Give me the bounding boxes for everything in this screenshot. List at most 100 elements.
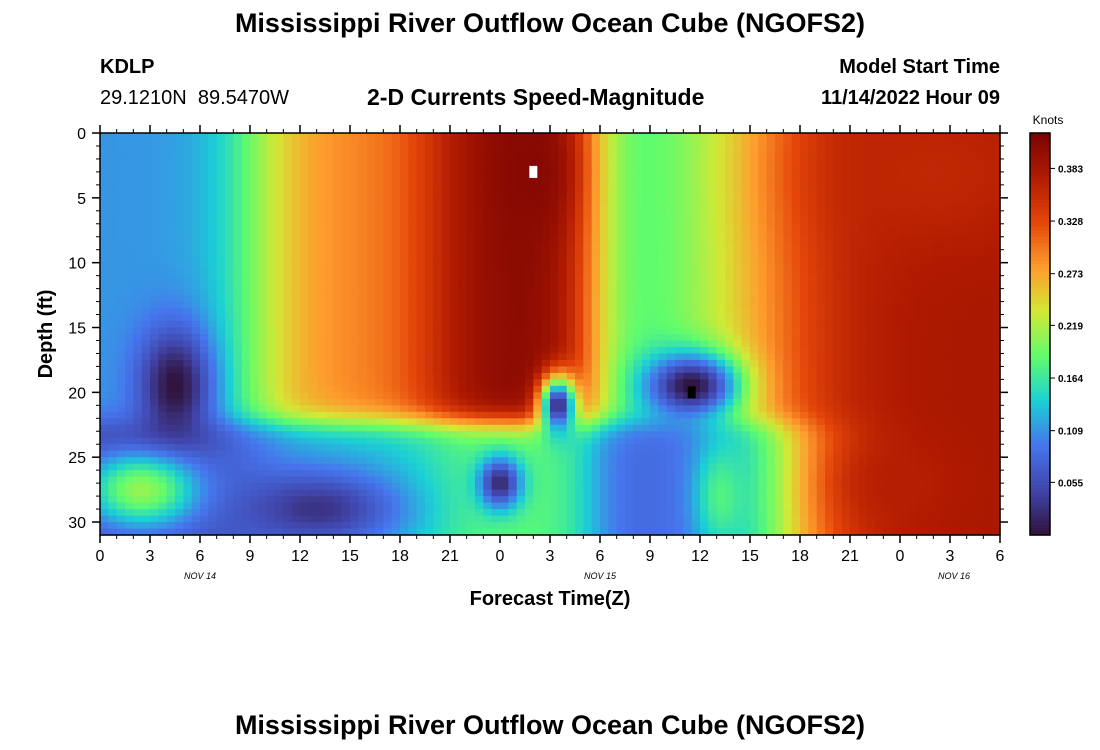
heatmap-cell bbox=[100, 158, 109, 167]
heatmap-cell bbox=[166, 327, 176, 335]
heatmap-cell bbox=[450, 178, 459, 186]
heatmap-cell bbox=[716, 191, 726, 199]
heatmap-cell bbox=[366, 145, 376, 154]
heatmap-cell bbox=[216, 262, 226, 270]
heatmap-cell bbox=[166, 457, 176, 465]
heatmap-cell bbox=[291, 496, 301, 504]
heatmap-cell bbox=[191, 431, 201, 439]
heatmap-cell bbox=[483, 528, 493, 536]
heatmap-cell bbox=[300, 346, 309, 355]
heatmap-cell bbox=[766, 334, 776, 342]
heatmap-cell bbox=[633, 145, 643, 154]
heatmap-cell bbox=[183, 171, 193, 179]
heatmap-cell bbox=[725, 522, 734, 530]
heatmap-cell bbox=[233, 502, 243, 510]
heatmap-cell bbox=[158, 139, 168, 147]
heatmap-cell bbox=[583, 392, 593, 400]
heatmap-cell bbox=[150, 275, 159, 283]
heatmap-cell bbox=[391, 204, 401, 212]
heatmap-cell bbox=[666, 353, 676, 361]
heatmap-cell bbox=[141, 243, 151, 251]
heatmap-cell bbox=[216, 158, 226, 167]
heatmap-cell bbox=[283, 385, 293, 393]
heatmap-cell bbox=[275, 256, 284, 264]
heatmap-cell bbox=[616, 191, 626, 199]
heatmap-cell bbox=[383, 191, 393, 199]
heatmap-cell bbox=[341, 282, 351, 290]
heatmap-cell bbox=[200, 385, 209, 393]
heatmap-cell bbox=[158, 204, 168, 212]
heatmap-cell bbox=[233, 204, 243, 212]
heatmap-cell bbox=[608, 450, 618, 458]
heatmap-cell bbox=[375, 457, 384, 465]
heatmap-cell bbox=[683, 353, 693, 361]
heatmap-cell bbox=[433, 158, 443, 167]
heatmap-cell bbox=[133, 295, 143, 303]
heatmap-cell bbox=[641, 165, 651, 173]
heatmap-cell bbox=[758, 470, 768, 478]
heatmap-cell bbox=[458, 165, 468, 173]
heatmap-cell bbox=[725, 411, 734, 419]
heatmap-cell bbox=[441, 457, 451, 465]
heatmap-cell bbox=[491, 171, 501, 179]
heatmap-cell bbox=[225, 366, 234, 374]
heatmap-cell bbox=[300, 197, 309, 205]
heatmap-cell bbox=[200, 230, 209, 238]
heatmap-cell bbox=[508, 372, 518, 380]
heatmap-cell bbox=[216, 385, 226, 393]
heatmap-cell bbox=[591, 346, 601, 355]
heatmap-cell bbox=[108, 139, 118, 147]
heatmap-cell bbox=[175, 236, 184, 244]
heatmap-cell bbox=[425, 165, 434, 173]
heatmap-cell bbox=[208, 204, 218, 212]
heatmap-cell bbox=[125, 223, 134, 231]
heatmap-cell bbox=[225, 308, 234, 316]
heatmap-cell bbox=[408, 366, 418, 374]
heatmap-cell bbox=[541, 236, 551, 244]
heatmap-cell bbox=[325, 372, 334, 380]
heatmap-cell bbox=[300, 476, 309, 484]
heatmap-cell bbox=[658, 437, 668, 445]
heatmap-cell bbox=[766, 145, 776, 154]
heatmap-cell bbox=[558, 191, 568, 199]
heatmap-cell bbox=[741, 165, 751, 173]
heatmap-cell bbox=[158, 405, 168, 413]
heatmap-cell bbox=[341, 515, 351, 523]
heatmap-cell bbox=[175, 256, 184, 264]
heatmap-cell bbox=[566, 133, 576, 141]
heatmap-cell bbox=[508, 398, 518, 406]
heatmap-cell bbox=[683, 204, 693, 212]
heatmap-cell bbox=[341, 431, 351, 439]
heatmap-cell bbox=[233, 340, 243, 348]
heatmap-cell bbox=[541, 191, 551, 199]
heatmap-cell bbox=[458, 269, 468, 277]
heatmap-cell bbox=[366, 184, 376, 192]
heatmap-cell bbox=[350, 450, 359, 458]
heatmap-cell bbox=[458, 230, 468, 238]
heatmap-cell bbox=[483, 522, 493, 530]
heatmap-cell bbox=[433, 431, 443, 439]
heatmap-cell bbox=[541, 210, 551, 218]
heatmap-cell bbox=[550, 418, 559, 426]
heatmap-cell bbox=[158, 502, 168, 510]
heatmap-cell bbox=[500, 204, 509, 212]
heatmap-cell bbox=[208, 418, 218, 426]
heatmap-cell bbox=[283, 197, 293, 205]
heatmap-cell bbox=[291, 359, 301, 368]
heatmap-cell bbox=[275, 483, 284, 491]
heatmap-cell bbox=[341, 288, 351, 296]
heatmap-cell bbox=[575, 262, 584, 270]
heatmap-cell bbox=[641, 346, 651, 355]
heatmap-cell bbox=[291, 437, 301, 445]
heatmap-cell bbox=[650, 372, 659, 380]
heatmap-cell bbox=[291, 470, 301, 478]
heatmap-cell bbox=[583, 450, 593, 458]
heatmap-cell bbox=[200, 353, 209, 361]
heatmap-cell bbox=[491, 314, 501, 322]
heatmap-cell bbox=[558, 269, 568, 277]
heatmap-cell bbox=[391, 509, 401, 517]
heatmap-cell bbox=[433, 353, 443, 361]
heatmap-cell bbox=[416, 405, 426, 413]
heatmap-cell bbox=[608, 301, 618, 309]
heatmap-cell bbox=[458, 204, 468, 212]
